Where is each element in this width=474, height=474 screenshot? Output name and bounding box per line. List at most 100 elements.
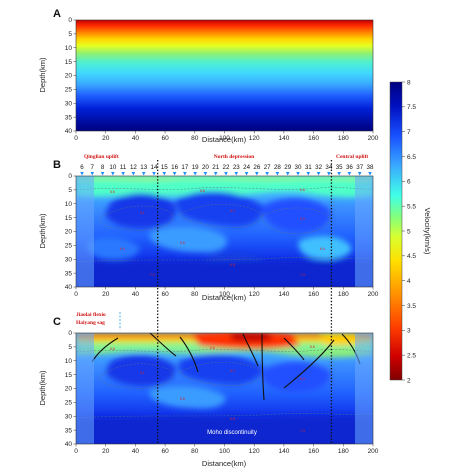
panel-a-xtick-label: 20: [102, 135, 110, 142]
panel-c-ytick-label: 40: [65, 441, 73, 448]
panel-a-ytick-label: 30: [65, 100, 73, 107]
station-icon: [255, 172, 259, 176]
station-label: 32: [315, 164, 322, 171]
station-icon: [172, 172, 177, 176]
svg-text:7.2: 7.2: [150, 273, 155, 277]
panel-c-ytick-label: 25: [65, 400, 73, 407]
panel-a-xtick-label: 120: [249, 135, 260, 142]
colorbar-tick-label: 8: [407, 79, 411, 86]
panel-c-xtick-label: 60: [161, 448, 169, 455]
colorbar-tick-label: 7: [407, 129, 411, 136]
region-label-qinglian: Qinglian uplift: [84, 154, 119, 160]
panel-b-ytick-label: 10: [65, 201, 73, 208]
station-label: 34: [325, 164, 332, 171]
station-label: 26: [253, 164, 260, 171]
panel-b: B Qinglian uplift North depression Centr…: [38, 154, 379, 302]
moho-annotation: Moho discontinuity: [207, 430, 257, 436]
station-label: 24: [243, 164, 250, 171]
panel-a-xlabel: Distance(km): [202, 135, 247, 144]
panel-a-xtick-label: 140: [278, 135, 289, 142]
station-icon: [347, 172, 352, 176]
panel-c-ytick-label: 30: [65, 413, 73, 420]
svg-text:5.6: 5.6: [210, 346, 215, 350]
svg-text:6.4: 6.4: [120, 247, 125, 251]
panel-a-xtick-label: 180: [338, 135, 349, 142]
colorbar-tick-label: 5: [407, 228, 411, 235]
panel-a-xtick-label: 100: [219, 135, 230, 142]
colorbar-tick-label: 3.5: [407, 303, 416, 310]
station-label: 21: [212, 164, 219, 171]
svg-text:6.5: 6.5: [180, 397, 185, 401]
station-label: 20: [202, 164, 209, 171]
svg-text:6.5: 6.5: [180, 241, 185, 245]
panel-a-ytick-label: 5: [68, 31, 72, 38]
station-icon: [90, 172, 95, 176]
colorbar-tick-label: 6: [407, 179, 411, 186]
station-label: 8: [101, 164, 105, 171]
svg-text:5.6: 5.6: [300, 188, 305, 192]
panel-b-xtick-label: 40: [132, 291, 140, 298]
svg-text:6.4: 6.4: [320, 247, 325, 251]
station-icon: [296, 172, 300, 176]
station-label: 22: [223, 164, 230, 171]
station-label: 7: [91, 164, 95, 171]
panel-a-ytick-label: 20: [65, 73, 73, 80]
station-label: 14: [151, 164, 158, 171]
station-label: 37: [356, 164, 363, 171]
colorbar-tick-label: 2: [407, 377, 411, 384]
station-icon: [131, 172, 136, 176]
panel-a-xtick-label: 200: [368, 135, 379, 142]
svg-text:6.8: 6.8: [230, 417, 235, 421]
colorbar-tick-label: 3: [407, 328, 411, 335]
svg-text:6.1: 6.1: [140, 371, 145, 375]
panel-b-ytick-label: 25: [65, 243, 73, 250]
station-icon: [152, 172, 156, 176]
station-icon: [80, 172, 84, 176]
colorbar-tick-label: 4: [407, 278, 411, 285]
panel-a-xtick-label: 160: [308, 135, 319, 142]
station-label: 12: [130, 164, 137, 171]
panel-b-ytick-label: 30: [65, 256, 73, 263]
panel-c-xtick-label: 120: [249, 448, 260, 455]
panel-b-xtick-label: 140: [278, 291, 289, 298]
station-icon: [224, 172, 228, 176]
colorbar-tick-label: 4.5: [407, 253, 416, 260]
station-row: 6 7 8 10 11 12 13 14 15 16 17 19 20 21 22 23 24 26 27 28 29 3…: [80, 164, 374, 176]
panel-b-xtick-label: 80: [191, 291, 199, 298]
panel-b-heatmap: 5.6 5.6 5.6 6.1 6.2 6.0 6.5 6.4 6.4 6.8 7.2 7.3: [76, 176, 373, 287]
colorbar-ticks: 8 7.5 7 6.5 6 5.5 5 4.5 4 3.5 3 2.5 2: [402, 79, 416, 384]
station-label: 28: [274, 164, 281, 171]
svg-text:6.2: 6.2: [230, 369, 235, 373]
station-icon: [213, 172, 218, 176]
station-label: 11: [120, 164, 127, 171]
panel-c: C Jiaolai flexio Haiyang sag: [38, 312, 379, 468]
panel-c-ytick-label: 5: [68, 344, 72, 351]
panel-b-xtick-label: 100: [219, 291, 230, 298]
panel-b-xtick-label: 60: [161, 291, 169, 298]
panel-c-label: C: [53, 316, 61, 328]
station-icon: [285, 172, 290, 176]
panel-c-xtick-label: 160: [308, 448, 319, 455]
colorbar: 8 7.5 7 6.5 6 5.5 5 4.5 4 3.5 3 2.5 2 Velocity(km/s): [389, 79, 432, 384]
colorbar-tick-label: 6.5: [407, 154, 416, 161]
panel-c-ytick-label: 20: [65, 386, 73, 393]
panel-c-ticks: 0 20 40 60 80 100 120 140 160 180 200 0 5 10 15 20 25 30 3…: [65, 330, 379, 455]
panel-b-ylabel: Depth(km): [38, 213, 47, 249]
station-icon: [193, 172, 197, 176]
svg-text:6.8: 6.8: [230, 263, 235, 267]
svg-text:7.3: 7.3: [300, 429, 305, 433]
panel-a-ticks: 0 20 40 60 80 100 120 140 160 180 200 0 5 10 15 20 25 30 3…: [65, 17, 379, 142]
station-icon: [203, 172, 208, 176]
station-icon: [357, 172, 362, 176]
station-label: 30: [295, 164, 302, 171]
panel-b-ytick-label: 35: [65, 270, 73, 277]
panel-c-xtick-label: 140: [278, 448, 289, 455]
panel-b-ytick-label: 40: [65, 284, 73, 291]
station-icon: [316, 172, 321, 176]
panel-a-xtick-label: 0: [74, 135, 78, 142]
station-icon: [111, 172, 115, 176]
panel-a-label: A: [53, 8, 61, 20]
fault-label-jiaolai: Jiaolai flexio: [76, 312, 106, 318]
station-icon: [100, 172, 105, 176]
panel-b-ytick-label: 5: [68, 187, 72, 194]
